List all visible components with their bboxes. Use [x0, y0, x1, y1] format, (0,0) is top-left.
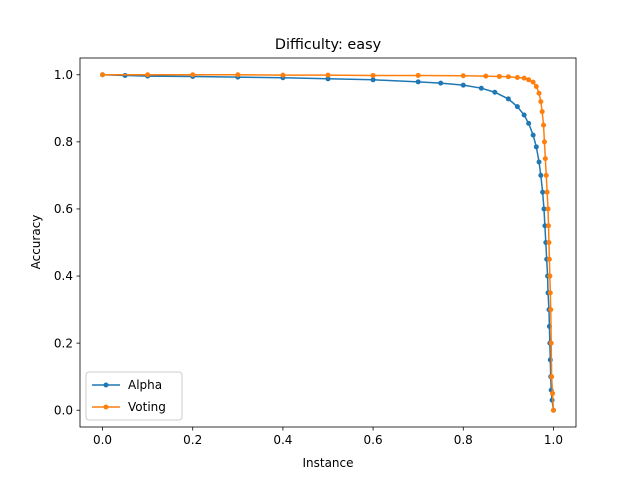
- y-tick-label: 0.6: [54, 202, 73, 216]
- x-tick-label: 0.2: [183, 433, 202, 447]
- data-point-voting-28: [546, 256, 552, 262]
- data-point-voting-17: [536, 90, 542, 96]
- data-point-voting-10: [496, 73, 502, 79]
- data-point-voting-15: [530, 79, 536, 85]
- data-point-alpha-13: [505, 96, 511, 102]
- data-point-alpha-17: [530, 132, 536, 138]
- y-tick-label: 0.8: [54, 135, 73, 149]
- data-point-voting-35: [550, 407, 556, 413]
- x-axis-ticks: 0.0 0.2 0.4 0.6 0.8 1.0: [93, 427, 563, 447]
- data-point-voting-12: [514, 74, 520, 80]
- plot-series: [100, 72, 556, 413]
- data-point-voting-26: [545, 223, 551, 229]
- data-point-voting-1: [145, 72, 151, 78]
- data-point-voting-31: [548, 307, 554, 313]
- data-point-voting-11: [505, 74, 511, 80]
- x-axis-label: Instance: [302, 456, 353, 470]
- data-point-voting-24: [544, 189, 550, 195]
- data-point-alpha-23: [542, 223, 548, 229]
- data-point-alpha-16: [526, 120, 532, 126]
- data-point-alpha-11: [478, 85, 484, 91]
- series-line-alpha: [102, 74, 555, 411]
- data-point-alpha-20: [538, 172, 544, 178]
- x-tick-label: 0.6: [364, 433, 383, 447]
- chart-title: Difficulty: easy: [275, 37, 382, 53]
- data-point-voting-2: [190, 72, 196, 78]
- data-point-alpha-22: [541, 206, 547, 212]
- data-point-voting-16: [533, 84, 539, 90]
- data-point-voting-9: [483, 73, 489, 79]
- data-point-voting-30: [547, 290, 553, 296]
- data-point-voting-14: [526, 77, 532, 83]
- data-point-alpha-19: [536, 159, 542, 165]
- data-point-alpha-6: [325, 76, 331, 82]
- data-point-alpha-14: [514, 104, 520, 110]
- legend-marker-alpha: [103, 382, 109, 388]
- data-point-voting-27: [546, 240, 552, 245]
- plot-frame: [79, 57, 577, 428]
- data-point-voting-13: [521, 75, 527, 81]
- data-point-voting-25: [545, 206, 551, 212]
- data-point-voting-4: [280, 72, 286, 78]
- legend-label-alpha: Alpha: [128, 378, 162, 392]
- data-point-voting-8: [460, 73, 466, 79]
- y-tick-label: 0.0: [54, 403, 73, 417]
- data-point-voting-5: [325, 72, 331, 78]
- data-point-voting-22: [542, 156, 548, 162]
- data-point-voting-7: [415, 72, 421, 78]
- data-point-alpha-8: [415, 79, 421, 85]
- data-point-voting-18: [538, 99, 544, 105]
- y-axis-ticks: 0.0 0.2 0.4 0.6 0.8 1.0: [54, 68, 80, 417]
- y-tick-label: 0.4: [54, 269, 73, 283]
- data-point-alpha-12: [492, 89, 498, 95]
- data-point-voting-3: [235, 72, 241, 78]
- data-point-voting-0: [100, 72, 106, 78]
- y-tick-label: 0.2: [54, 336, 73, 350]
- x-tick-label: 0.0: [93, 433, 112, 447]
- x-tick-label: 1.0: [544, 433, 563, 447]
- data-point-alpha-7: [370, 77, 376, 83]
- legend-marker-voting: [103, 404, 109, 410]
- data-point-voting-23: [543, 172, 549, 178]
- data-point-voting-33: [549, 374, 555, 380]
- legend: Alpha Voting: [85, 371, 183, 421]
- data-point-voting-6: [370, 72, 376, 78]
- data-point-voting-21: [541, 139, 547, 145]
- data-point-alpha-15: [521, 112, 527, 118]
- y-tick-label: 1.0: [54, 68, 73, 82]
- x-tick-label: 0.4: [273, 433, 292, 447]
- data-point-alpha-9: [438, 80, 444, 86]
- data-point-voting-20: [541, 122, 547, 128]
- data-point-alpha-10: [460, 82, 466, 88]
- data-point-voting-34: [550, 390, 556, 396]
- data-point-voting-19: [539, 109, 545, 115]
- y-axis-label: Accuracy: [29, 215, 43, 270]
- series-line-voting: [102, 74, 555, 411]
- data-point-voting-29: [547, 273, 553, 279]
- legend-label-voting: Voting: [128, 400, 166, 414]
- legend-box: [85, 371, 183, 421]
- data-point-alpha-18: [533, 144, 539, 150]
- x-tick-label: 0.8: [454, 433, 473, 447]
- data-point-voting-32: [548, 340, 554, 346]
- data-point-alpha-21: [540, 189, 546, 195]
